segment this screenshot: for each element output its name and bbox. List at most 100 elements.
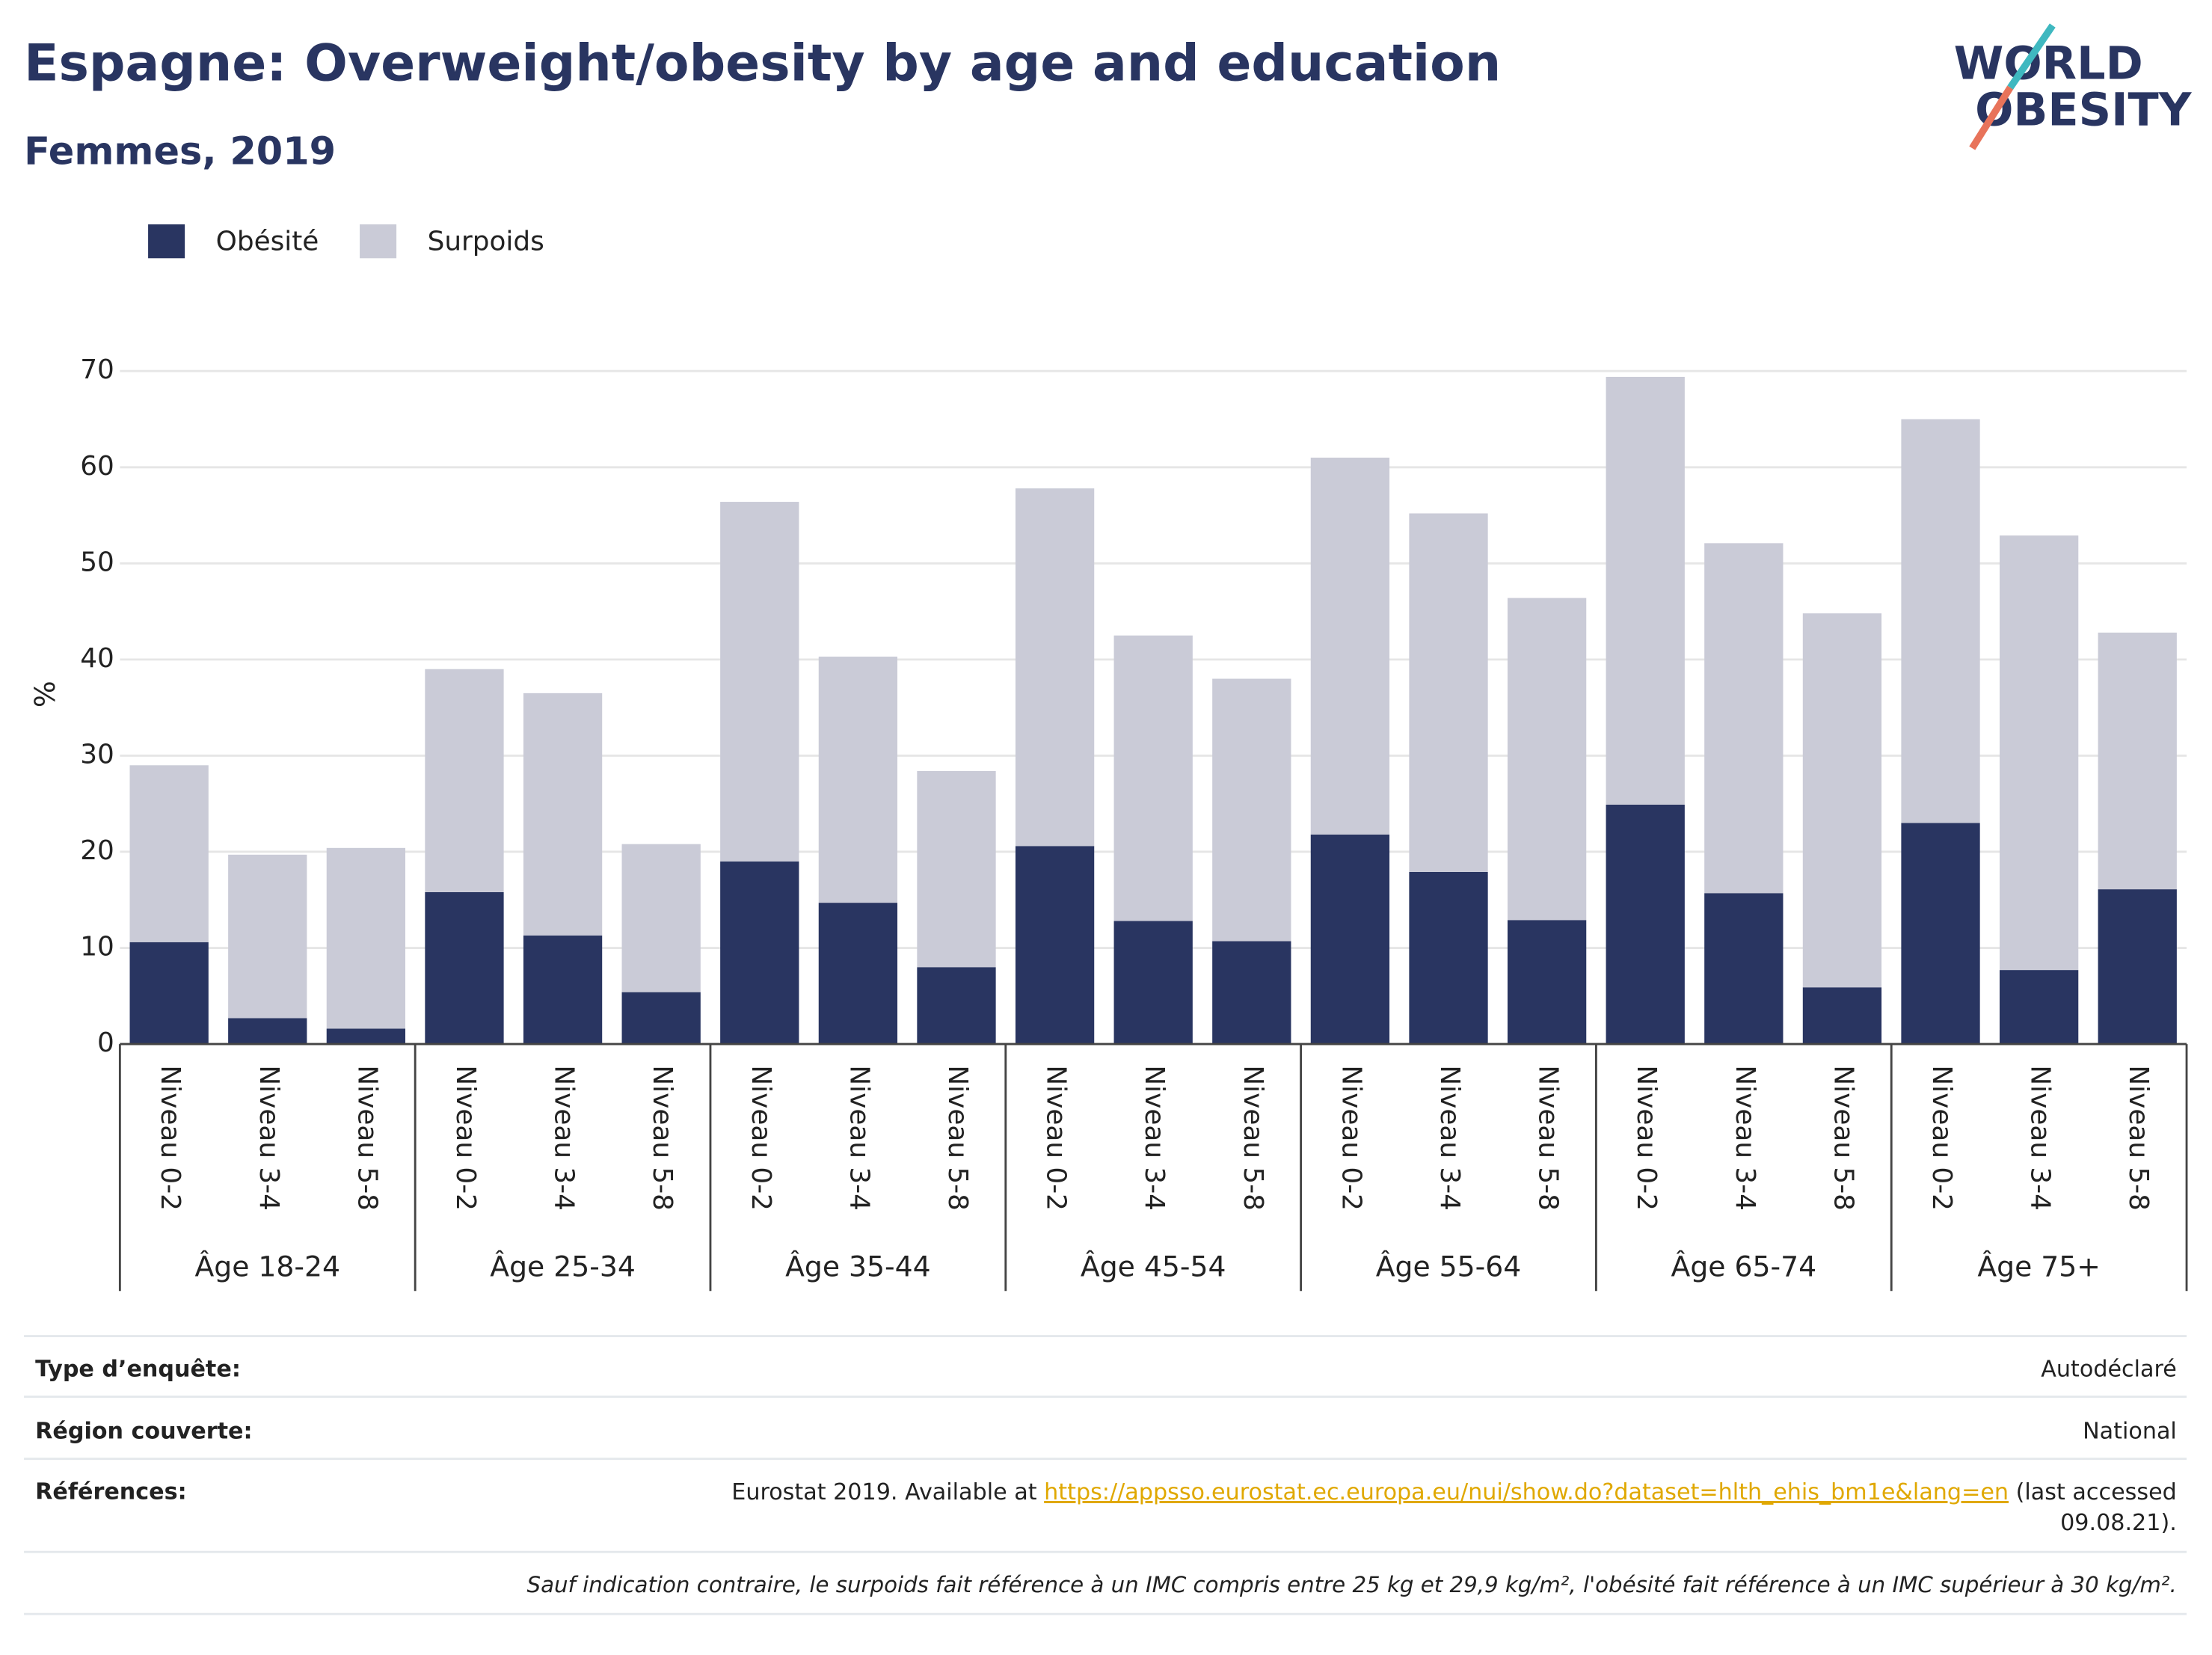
bar-segment xyxy=(228,1018,307,1045)
y-tick-label: 70 xyxy=(80,354,114,385)
footer-label: Références: xyxy=(35,1479,186,1505)
bar-segment xyxy=(1606,804,1685,1045)
footer-note: Sauf indication contraire, le surpoids f… xyxy=(527,1572,2177,1597)
x-tick-label: Niveau 5-8 xyxy=(1828,1065,1858,1211)
footer-label: Type d’enquête: xyxy=(35,1356,241,1382)
group-label: Âge 45-54 xyxy=(1081,1250,1226,1283)
bar-segment xyxy=(326,847,406,1029)
group-label: Âge 75+ xyxy=(1977,1250,2101,1283)
bar-segment xyxy=(1212,941,1291,1045)
y-tick-label: 30 xyxy=(80,739,114,770)
x-tick-label: Niveau 5-8 xyxy=(1238,1065,1268,1211)
bar-segment xyxy=(720,861,799,1045)
logo-slash xyxy=(2007,23,2056,90)
bar-segment xyxy=(425,891,504,1045)
logo-text: WORLD xyxy=(1954,37,2143,90)
bar-segment xyxy=(1507,598,1587,921)
chart-subtitle: Femmes, 2019 xyxy=(24,130,336,174)
x-tick-label: Niveau 0-2 xyxy=(1631,1065,1662,1211)
bar-segment xyxy=(129,765,209,942)
bar-segment xyxy=(621,992,701,1045)
bar-segment xyxy=(621,844,701,992)
group-label: Âge 35-44 xyxy=(785,1250,931,1283)
x-tick-label: Niveau 3-4 xyxy=(1434,1065,1465,1211)
x-tick-label: Niveau 5-8 xyxy=(647,1065,678,1211)
y-tick-label: 40 xyxy=(80,643,114,674)
bar-segment xyxy=(1999,535,2079,971)
y-tick-label: 20 xyxy=(80,835,114,866)
x-tick-label: Niveau 3-4 xyxy=(1139,1065,1170,1211)
reference-text: Eurostat 2019. Available at xyxy=(731,1479,1044,1505)
legend-label: Obésité xyxy=(216,227,319,257)
x-tick-label: Niveau 0-2 xyxy=(1336,1065,1366,1211)
bar-segment xyxy=(129,942,209,1045)
bar-segment xyxy=(1507,920,1587,1045)
x-tick-label: Niveau 5-8 xyxy=(942,1065,973,1211)
group-label: Âge 18-24 xyxy=(194,1250,340,1283)
footer-reference: 09.08.21). xyxy=(2060,1510,2177,1536)
bar-segment xyxy=(1015,846,1095,1045)
x-tick-label: Niveau 5-8 xyxy=(2123,1065,2154,1211)
group-label: Âge 55-64 xyxy=(1376,1250,1522,1283)
bar-segment xyxy=(2098,889,2177,1045)
bar-segment xyxy=(425,669,504,892)
x-tick-label: Niveau 0-2 xyxy=(1041,1065,1072,1211)
bar-segment xyxy=(1113,921,1193,1045)
bar-segment xyxy=(1999,970,2079,1045)
bar-segment xyxy=(523,693,603,936)
footer-value: National xyxy=(2083,1418,2177,1444)
x-tick-label: Niveau 3-4 xyxy=(549,1065,580,1211)
reference-link[interactable]: https://appsso.eurostat.ec.europa.eu/nui… xyxy=(1044,1479,2009,1505)
bar-segment xyxy=(818,657,898,903)
bar-segment xyxy=(1212,678,1291,942)
bar-segment xyxy=(1901,419,1980,823)
bar-segment xyxy=(1802,987,1882,1045)
x-tick-label: Niveau 3-4 xyxy=(254,1065,284,1211)
x-tick-label: Niveau 0-2 xyxy=(450,1065,481,1211)
x-tick-label: Niveau 0-2 xyxy=(155,1065,185,1211)
x-tick-label: Niveau 0-2 xyxy=(746,1065,776,1211)
legend-label: Surpoids xyxy=(428,227,544,257)
y-tick-label: 60 xyxy=(80,451,114,482)
footer-value: Autodéclaré xyxy=(2041,1356,2177,1382)
footer-reference: Eurostat 2019. Available at https://apps… xyxy=(731,1479,2177,1505)
legend-swatch xyxy=(360,224,397,259)
bar-segment xyxy=(1113,635,1193,921)
y-tick-label: 0 xyxy=(97,1028,114,1058)
y-axis-label: % xyxy=(28,681,61,707)
y-tick-label: 50 xyxy=(80,547,114,577)
bar-segment xyxy=(917,967,996,1045)
logo-slash xyxy=(1969,85,2014,150)
y-tick-label: 10 xyxy=(80,932,114,962)
x-tick-label: Niveau 5-8 xyxy=(351,1065,382,1211)
bar-segment xyxy=(818,903,898,1045)
x-tick-label: Niveau 3-4 xyxy=(1730,1065,1760,1211)
bar-segment xyxy=(228,854,307,1019)
bar-segment xyxy=(720,502,799,862)
bar-segment xyxy=(1310,834,1390,1045)
legend-swatch xyxy=(148,224,185,259)
bar-segment xyxy=(1901,823,1980,1045)
bar-segment xyxy=(326,1028,406,1045)
bar-segment xyxy=(1704,893,1784,1045)
bar-segment xyxy=(917,770,996,968)
x-tick-label: Niveau 0-2 xyxy=(1926,1065,1957,1211)
bar-segment xyxy=(1310,457,1390,835)
group-label: Âge 65-74 xyxy=(1671,1250,1817,1283)
bar-segment xyxy=(1409,513,1488,872)
bar-segment xyxy=(1015,488,1095,847)
x-tick-label: Niveau 3-4 xyxy=(844,1065,874,1211)
x-tick-label: Niveau 3-4 xyxy=(2025,1065,2056,1211)
group-label: Âge 25-34 xyxy=(490,1250,636,1283)
bar-segment xyxy=(523,935,603,1045)
bar-segment xyxy=(1606,376,1685,805)
bar-segment xyxy=(1409,871,1488,1045)
chart-title: Espagne: Overweight/obesity by age and e… xyxy=(24,34,1501,93)
x-tick-label: Niveau 5-8 xyxy=(1533,1065,1564,1211)
logo-text: OBESITY xyxy=(1975,85,2193,137)
reference-text: (last accessed xyxy=(2009,1479,2177,1505)
footer-label: Région couverte: xyxy=(35,1418,252,1444)
bar-segment xyxy=(1704,543,1784,894)
bar-segment xyxy=(2098,632,2177,890)
